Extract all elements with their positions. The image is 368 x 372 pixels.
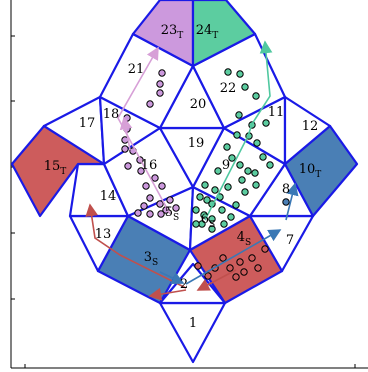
cells-group — [10, 0, 359, 364]
green-dot — [218, 206, 226, 214]
green-dot — [228, 154, 236, 162]
cell-label-12: 12 — [302, 119, 319, 134]
dots-group — [121, 68, 290, 281]
green-dot — [252, 92, 260, 100]
green-dot — [232, 201, 240, 209]
green-dot — [233, 131, 241, 139]
green-dot — [223, 143, 231, 151]
red-dot — [194, 262, 202, 270]
cell-label-21: 21 — [128, 62, 145, 77]
pink-dot — [157, 210, 165, 218]
green-dot — [227, 213, 235, 221]
cell-label-13: 13 — [95, 227, 112, 242]
red-dot — [226, 264, 234, 272]
green-dot — [235, 111, 243, 119]
green-dot — [192, 206, 200, 214]
pink-dot — [137, 167, 145, 175]
green-dot — [241, 188, 249, 196]
pink-dot — [146, 100, 154, 108]
green-dot — [236, 161, 244, 169]
green-dot — [259, 153, 267, 161]
green-dot — [253, 139, 261, 147]
arrow-blue-to-7 — [185, 229, 282, 285]
cell-label-8: 8 — [282, 182, 290, 197]
cell-label-2: 2 — [180, 277, 188, 292]
green-dot — [244, 167, 252, 175]
green-dot — [252, 181, 260, 189]
red-dot — [219, 254, 227, 262]
cell-label-11: 11 — [268, 105, 285, 120]
arrow-red-to-15 — [85, 203, 187, 289]
green-dot — [238, 176, 246, 184]
pink-dot — [146, 210, 154, 218]
cell-label-22: 22 — [220, 81, 237, 96]
green-dot — [208, 215, 216, 223]
green-dot — [196, 193, 204, 201]
arrow-red-short — [148, 287, 187, 301]
pink-dot — [156, 89, 164, 97]
pink-dot — [134, 209, 142, 217]
cell-label-17: 17 — [79, 116, 96, 131]
green-dot — [224, 183, 232, 191]
red-dot — [261, 245, 269, 253]
cell-label-19: 19 — [188, 136, 205, 151]
pink-dot — [121, 145, 129, 153]
green-dot — [220, 220, 228, 228]
red-dot — [232, 273, 240, 281]
pink-dot — [158, 69, 166, 77]
green-dot — [251, 169, 259, 177]
pink-dot — [158, 182, 166, 190]
green-dot — [236, 70, 244, 78]
arrow-blue-to-8 — [285, 182, 299, 221]
arrow-pink-18 — [119, 116, 133, 151]
cell-label-16: 16 — [141, 158, 158, 173]
green-dot — [201, 181, 209, 189]
cell-label-20: 20 — [190, 97, 207, 112]
red-dot — [248, 254, 256, 262]
cell-label-7: 7 — [286, 233, 294, 248]
cell-12 — [283, 95, 332, 166]
arrow-red-4-2 — [196, 269, 237, 291]
cell-label-18: 18 — [103, 107, 120, 122]
arrow-blue-3-2 — [159, 271, 185, 284]
red-dot — [254, 264, 262, 272]
cell-label-1: 1 — [189, 316, 197, 331]
green-dot — [211, 186, 219, 194]
pink-dot — [156, 200, 164, 208]
pink-dot — [156, 80, 164, 88]
green-dot — [192, 220, 200, 228]
pink-dot — [142, 182, 150, 190]
pink-dot — [151, 174, 159, 182]
arrows-group — [85, 40, 299, 301]
red-dot — [204, 272, 212, 280]
green-dot — [224, 68, 232, 76]
pink-dot — [140, 202, 148, 210]
green-dot — [214, 167, 222, 175]
green-dot — [266, 161, 274, 169]
cell-1 — [158, 301, 227, 364]
red-dot — [282, 198, 290, 206]
arrow-pink-to-23 — [117, 46, 171, 215]
green-dot — [241, 83, 249, 91]
red-dot — [236, 258, 244, 266]
green-dot — [262, 119, 270, 127]
pink-dot — [172, 204, 180, 212]
pink-dot — [146, 194, 154, 202]
cell-label-14: 14 — [100, 189, 117, 204]
pink-dot — [166, 196, 174, 204]
arrow-green-to-24 — [204, 40, 273, 221]
cell-24 — [191, 0, 257, 68]
red-dot — [240, 268, 248, 276]
green-dot — [203, 196, 211, 204]
green-dot — [208, 225, 216, 233]
cell-label-9: 9 — [222, 158, 230, 173]
pink-dot — [124, 162, 132, 170]
cell-23 — [131, 0, 195, 68]
